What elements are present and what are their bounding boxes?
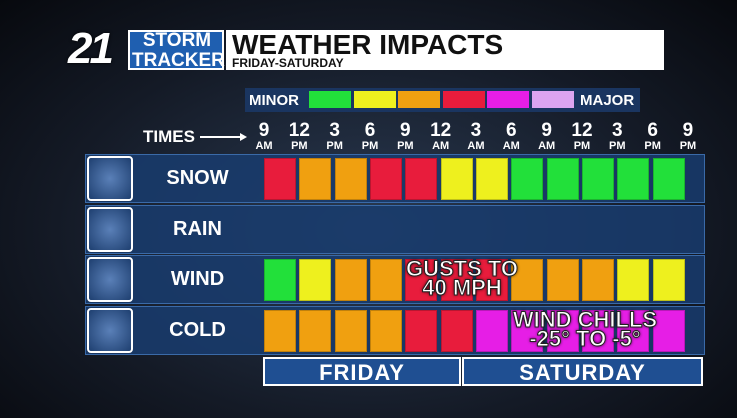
day-box xyxy=(263,357,461,386)
row-icon xyxy=(87,156,133,201)
times-label: TIMES xyxy=(143,127,195,146)
impact-cell xyxy=(369,259,402,302)
time-ampm: PM xyxy=(609,140,626,152)
impact-cell xyxy=(334,259,367,302)
impact-cell xyxy=(546,259,579,302)
impact-cell xyxy=(652,158,685,200)
impact-cell xyxy=(581,259,614,302)
impact-cell xyxy=(581,158,614,200)
impact-cell xyxy=(511,158,544,200)
time-hour: 12 xyxy=(430,120,452,141)
time-ampm: AM xyxy=(467,140,485,152)
day-box xyxy=(462,357,703,386)
time-hour: 9 xyxy=(258,120,270,141)
impact-cell xyxy=(511,259,544,302)
annotation: GUSTS TO xyxy=(405,256,519,282)
channel-logo: 21 xyxy=(68,24,114,73)
time-hour: 12 xyxy=(571,120,593,141)
legend-low: MINOR xyxy=(249,92,299,109)
brand-box xyxy=(128,30,224,70)
brand-bottom: TRACKER xyxy=(132,50,225,71)
brand-top: STORM xyxy=(142,30,212,51)
time-ampm: AM xyxy=(502,140,520,152)
impact-cell xyxy=(546,310,579,353)
row-label: RAIN xyxy=(173,217,222,240)
time-ampm: PM xyxy=(291,140,308,152)
time-hour: 9 xyxy=(682,120,694,141)
subtitle: FRIDAY-SATURDAY xyxy=(232,56,344,70)
time-hour: 6 xyxy=(506,120,517,141)
impact-cell xyxy=(652,310,685,353)
title: WEATHER IMPACTS xyxy=(232,29,504,60)
impact-cell xyxy=(334,158,367,200)
title-box xyxy=(226,30,664,70)
time-ampm: PM xyxy=(573,140,591,152)
impact-cell xyxy=(440,158,473,200)
time-ampm: PM xyxy=(397,140,414,152)
row-icon xyxy=(87,206,133,252)
legend-swatch xyxy=(531,91,574,108)
annotation: 40 MPH xyxy=(422,275,502,301)
row-icon xyxy=(87,257,133,303)
impact-cell xyxy=(405,310,438,353)
impact-cell xyxy=(475,259,508,302)
impact-cell xyxy=(440,310,473,353)
impact-cell xyxy=(405,158,438,200)
impact-cell xyxy=(299,158,332,200)
time-hour: 9 xyxy=(541,120,552,141)
annotation: WIND CHILLS xyxy=(512,307,658,333)
impact-cell xyxy=(369,158,402,200)
day-label: SATURDAY xyxy=(519,360,646,385)
time-ampm: AM xyxy=(538,140,556,152)
impact-cell xyxy=(440,259,473,302)
times-arrow-head xyxy=(240,133,247,141)
time-ampm: AM xyxy=(255,140,273,152)
time-hour: 6 xyxy=(364,120,376,141)
time-hour: 9 xyxy=(400,120,411,141)
time-ampm: PM xyxy=(361,140,379,152)
impact-cell xyxy=(475,158,508,200)
time-hour: 12 xyxy=(288,120,310,141)
time-ampm: AM xyxy=(432,140,450,152)
row-label: COLD xyxy=(169,319,226,342)
impact-cell xyxy=(334,310,367,353)
impact-cell xyxy=(617,158,650,200)
time-hour: 6 xyxy=(647,120,658,141)
legend-swatch xyxy=(398,91,440,108)
impact-cell xyxy=(405,259,438,302)
time-ampm: PM xyxy=(679,140,697,152)
impact-cell xyxy=(581,310,614,353)
impact-cell xyxy=(546,158,579,200)
impact-cell xyxy=(511,310,544,353)
legend-swatch xyxy=(442,91,485,108)
impact-cell xyxy=(475,310,508,353)
row-label: WIND xyxy=(170,268,225,291)
row-label: SNOW xyxy=(166,167,229,189)
time-ampm: PM xyxy=(644,140,661,152)
day-label: FRIDAY xyxy=(319,360,405,385)
legend-swatch xyxy=(353,91,396,108)
impact-cell xyxy=(299,259,332,302)
time-hour: 3 xyxy=(612,120,623,141)
annotation: -25° TO -5° xyxy=(529,326,641,352)
impact-cell xyxy=(617,310,650,353)
legend-swatch xyxy=(309,91,351,108)
impact-cell xyxy=(617,259,650,302)
impact-cell xyxy=(652,259,685,302)
impact-cell xyxy=(264,259,296,302)
time-hour: 3 xyxy=(329,120,340,141)
impact-cell xyxy=(369,310,402,353)
impact-cell xyxy=(264,158,296,200)
time-hour: 3 xyxy=(470,120,482,141)
time-ampm: PM xyxy=(326,140,343,152)
legend-swatch xyxy=(487,91,529,108)
row-icon xyxy=(87,308,133,354)
impact-cell xyxy=(264,310,296,353)
legend-high: MAJOR xyxy=(580,92,635,109)
impact-cell xyxy=(299,310,332,353)
row-band xyxy=(85,204,705,254)
